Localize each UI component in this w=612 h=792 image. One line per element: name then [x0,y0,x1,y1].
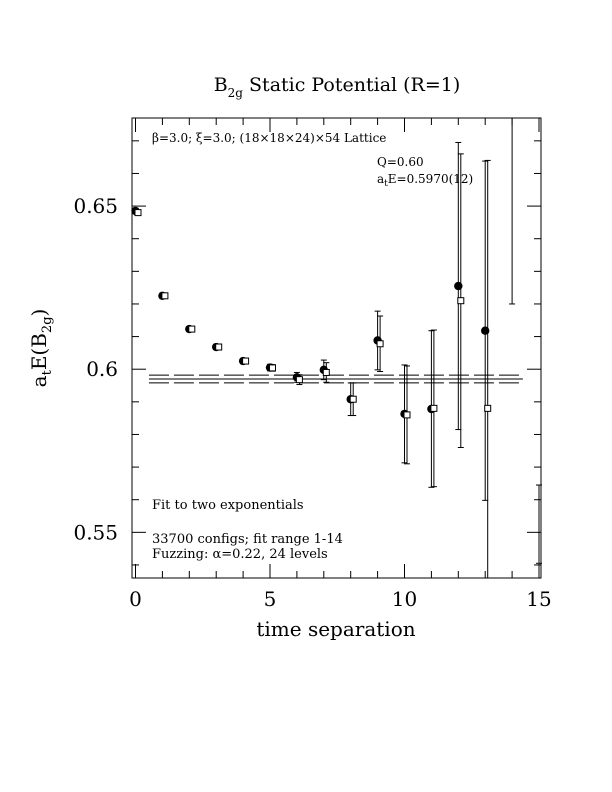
y-axis-label-a: a [27,375,51,387]
data-point-square [376,340,384,348]
y-axis-label: atE(B2g) [27,309,55,388]
data-points [131,117,542,579]
energy-annotation-a: a [377,172,384,186]
y-tick-label: 0.6 [86,357,118,381]
y-axis-label-sub-2g: 2g [40,316,55,333]
plot-frame [131,117,542,579]
data-point-square [188,325,196,333]
y-tick-label: 0.65 [73,194,118,218]
y-axis-label-close: ) [27,309,51,317]
x-tick-label: 0 [129,587,142,611]
configs-annotation: 33700 configs; fit range 1-14 [152,532,343,547]
x-axis-label: time separation [256,617,415,641]
data-point-square [403,411,411,419]
x-tick-label: 15 [526,587,551,611]
data-point-square [161,292,169,300]
y-axis-label-sub-t: t [40,369,55,375]
series-filled-circles [131,117,542,564]
chart-title: B2g Static Potential (R=1) [214,74,461,100]
data-point-square [242,357,250,365]
lattice-annotation: β=3.0; ξ=3.0; (18×18×24)×54 Lattice [152,131,386,145]
x-tick-label: 5 [264,587,277,611]
energy-annotation: atE=0.5970(12) [377,172,473,189]
chart-title-main: B [214,74,228,96]
axis-tick-labels: 0 5 10 15 0.55 0.6 0.65 [73,194,551,611]
data-point-square [457,297,465,305]
q-annotation: Q=0.60 [377,155,424,169]
energy-annotation-sub: t [384,179,388,189]
fit-annotation: Fit to two exponentials [152,498,304,513]
y-axis-label-mid: E(B [27,333,51,370]
y-tick-label: 0.55 [73,520,118,544]
data-point-square [269,364,276,372]
chart-title-rest: Static Potential (R=1) [243,74,460,96]
x-tick-label: 10 [392,587,417,611]
data-point-square [430,404,438,412]
data-point-square [349,395,357,403]
energy-annotation-value: E=0.5970(12) [388,172,473,186]
data-point-square [484,404,492,412]
fuzzing-annotation: Fuzzing: α=0.22, 24 levels [152,547,328,562]
fit-band [148,374,523,384]
data-point-square [215,343,223,351]
chart-title-subscript: 2g [228,86,244,100]
axis-ticks [132,118,541,578]
series-open-squares [134,153,492,579]
data-point-square [295,376,303,384]
data-point-square [134,209,142,217]
data-point-square [322,368,330,376]
